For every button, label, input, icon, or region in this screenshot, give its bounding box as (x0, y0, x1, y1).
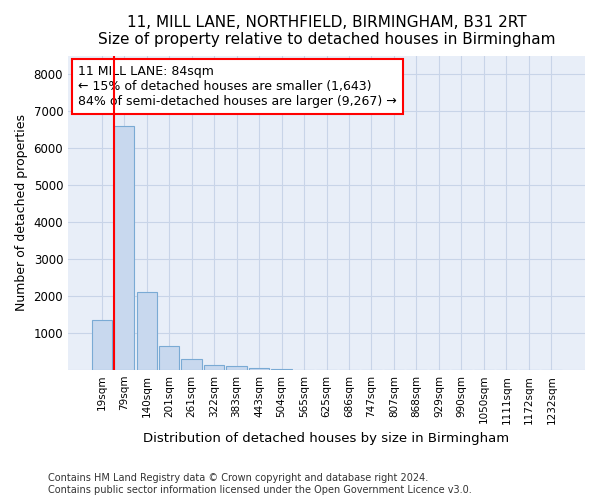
Bar (226, 366, 247, 370)
Text: Contains HM Land Registry data © Crown copyright and database right 2024.
Contai: Contains HM Land Registry data © Crown c… (48, 474, 472, 495)
X-axis label: Distribution of detached houses by size in Birmingham: Distribution of detached houses by size … (143, 432, 509, 445)
Title: 11, MILL LANE, NORTHFIELD, BIRMINGHAM, B31 2RT
Size of property relative to deta: 11, MILL LANE, NORTHFIELD, BIRMINGHAM, B… (98, 15, 555, 48)
Bar (92, 320, 112, 370)
Bar (137, 292, 157, 370)
Bar (249, 368, 269, 370)
Bar (181, 359, 202, 370)
Bar (159, 346, 179, 370)
Bar (204, 364, 224, 370)
Bar (114, 126, 134, 370)
Text: 11 MILL LANE: 84sqm
← 15% of detached houses are smaller (1,643)
84% of semi-det: 11 MILL LANE: 84sqm ← 15% of detached ho… (79, 65, 397, 108)
Bar (271, 369, 292, 370)
Y-axis label: Number of detached properties: Number of detached properties (15, 114, 28, 312)
